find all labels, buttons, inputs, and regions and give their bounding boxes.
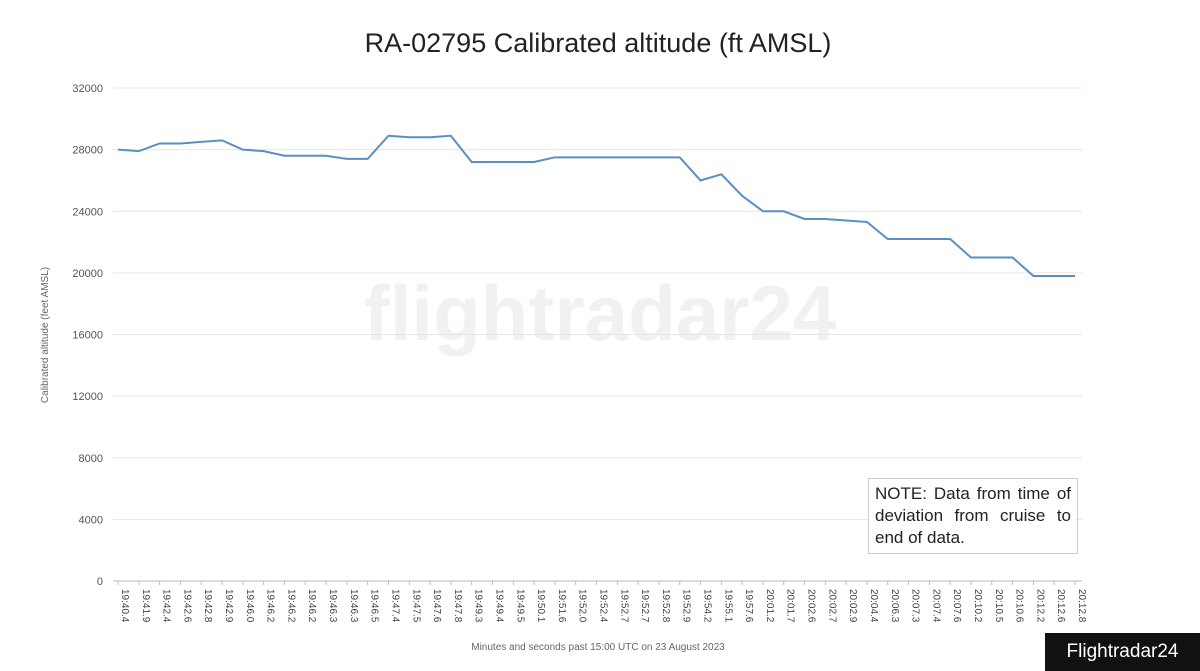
x-tick-label: 19:47.6: [431, 589, 442, 623]
x-tick-label: 19:52.9: [681, 589, 692, 623]
y-tick-label: 24000: [72, 206, 103, 218]
x-tick-label: 19:57.6: [743, 589, 754, 623]
x-tick-label: 19:46.3: [348, 589, 359, 623]
y-tick-label: 20000: [72, 268, 103, 280]
x-tick-label: 20:07.6: [951, 589, 962, 623]
note: NOTE: Data from time of deviation from c…: [868, 478, 1078, 554]
watermark: flightradar24: [364, 269, 836, 357]
x-tick-label: 19:42.6: [181, 589, 192, 623]
x-tick-label: 20:12.6: [1055, 589, 1066, 623]
x-tick-label: 19:46.2: [285, 589, 296, 623]
x-axis-label: Minutes and seconds past 15:00 UTC on 23…: [471, 642, 725, 653]
y-tick-label: 28000: [72, 145, 103, 157]
x-tick-label: 20:01.7: [785, 589, 796, 623]
y-tick-label: 0: [97, 576, 103, 588]
x-tick-label: 20:01.2: [764, 589, 775, 623]
x-tick-label: 19:52.0: [577, 589, 588, 623]
y-tick-label: 16000: [72, 330, 103, 342]
x-tick-label: 19:42.9: [223, 589, 234, 623]
x-tick-label: 20:12.2: [1034, 589, 1045, 623]
x-tick-label: 20:07.4: [930, 589, 941, 623]
x-tick-label: 19:46.2: [306, 589, 317, 623]
y-tick-label: 8000: [79, 453, 103, 465]
x-tick-label: 19:51.6: [556, 589, 567, 623]
x-tick-label: 19:49.3: [473, 589, 484, 623]
x-tick-label: 19:42.4: [161, 589, 172, 623]
x-tick-label: 20:04.4: [868, 589, 879, 623]
x-tick-label: 20:02.6: [806, 589, 817, 623]
y-axis-label: Calibrated altitude (feet AMSL): [40, 267, 51, 403]
y-tick-label: 12000: [72, 391, 103, 403]
x-tick-label: 19:52.8: [660, 589, 671, 623]
x-tick-label: 19:47.4: [389, 589, 400, 623]
x-tick-label: 20:10.5: [993, 589, 1004, 623]
x-tick-label: 19:46.3: [327, 589, 338, 623]
x-tick-label: 19:54.2: [702, 589, 713, 623]
x-tick-label: 19:55.1: [722, 589, 733, 623]
x-tick-label: 19:52.7: [618, 589, 629, 623]
x-tick-label: 19:46.0: [244, 589, 255, 623]
series-line: [117, 134, 1075, 277]
x-tick-label: 20:06.3: [889, 589, 900, 623]
x-tick-label: 19:46.5: [369, 589, 380, 623]
x-tick-label: 19:49.4: [493, 589, 504, 623]
x-tick-label: 19:42.8: [202, 589, 213, 623]
y-tick-label: 32000: [72, 83, 103, 95]
x-tick-label: 19:49.5: [514, 589, 525, 623]
source-badge: Flightradar24: [1045, 633, 1200, 671]
x-tick-label: 19:47.8: [452, 589, 463, 623]
x-tick-label: 20:10.2: [972, 589, 983, 623]
x-tick-label: 19:52.7: [639, 589, 650, 623]
x-tick-label: 20:12.8: [1076, 589, 1087, 623]
chart-title: RA-02795 Calibrated altitude (ft AMSL): [365, 28, 832, 58]
x-tick-label: 20:10.6: [1014, 589, 1025, 623]
x-tick-label: 19:52.4: [598, 589, 609, 623]
x-tick-label: 20:02.9: [847, 589, 858, 623]
x-tick-label: 20:02.7: [826, 589, 837, 623]
x-tick-label: 19:50.1: [535, 589, 546, 623]
x-tick-label: 19:46.2: [265, 589, 276, 623]
x-tick-label: 19:40.4: [119, 589, 130, 623]
x-tick-label: 19:47.5: [410, 589, 421, 623]
x-tick-label: 19:41.9: [140, 589, 151, 623]
y-tick-label: 4000: [79, 514, 103, 526]
x-tick-label: 20:07.3: [910, 589, 921, 623]
